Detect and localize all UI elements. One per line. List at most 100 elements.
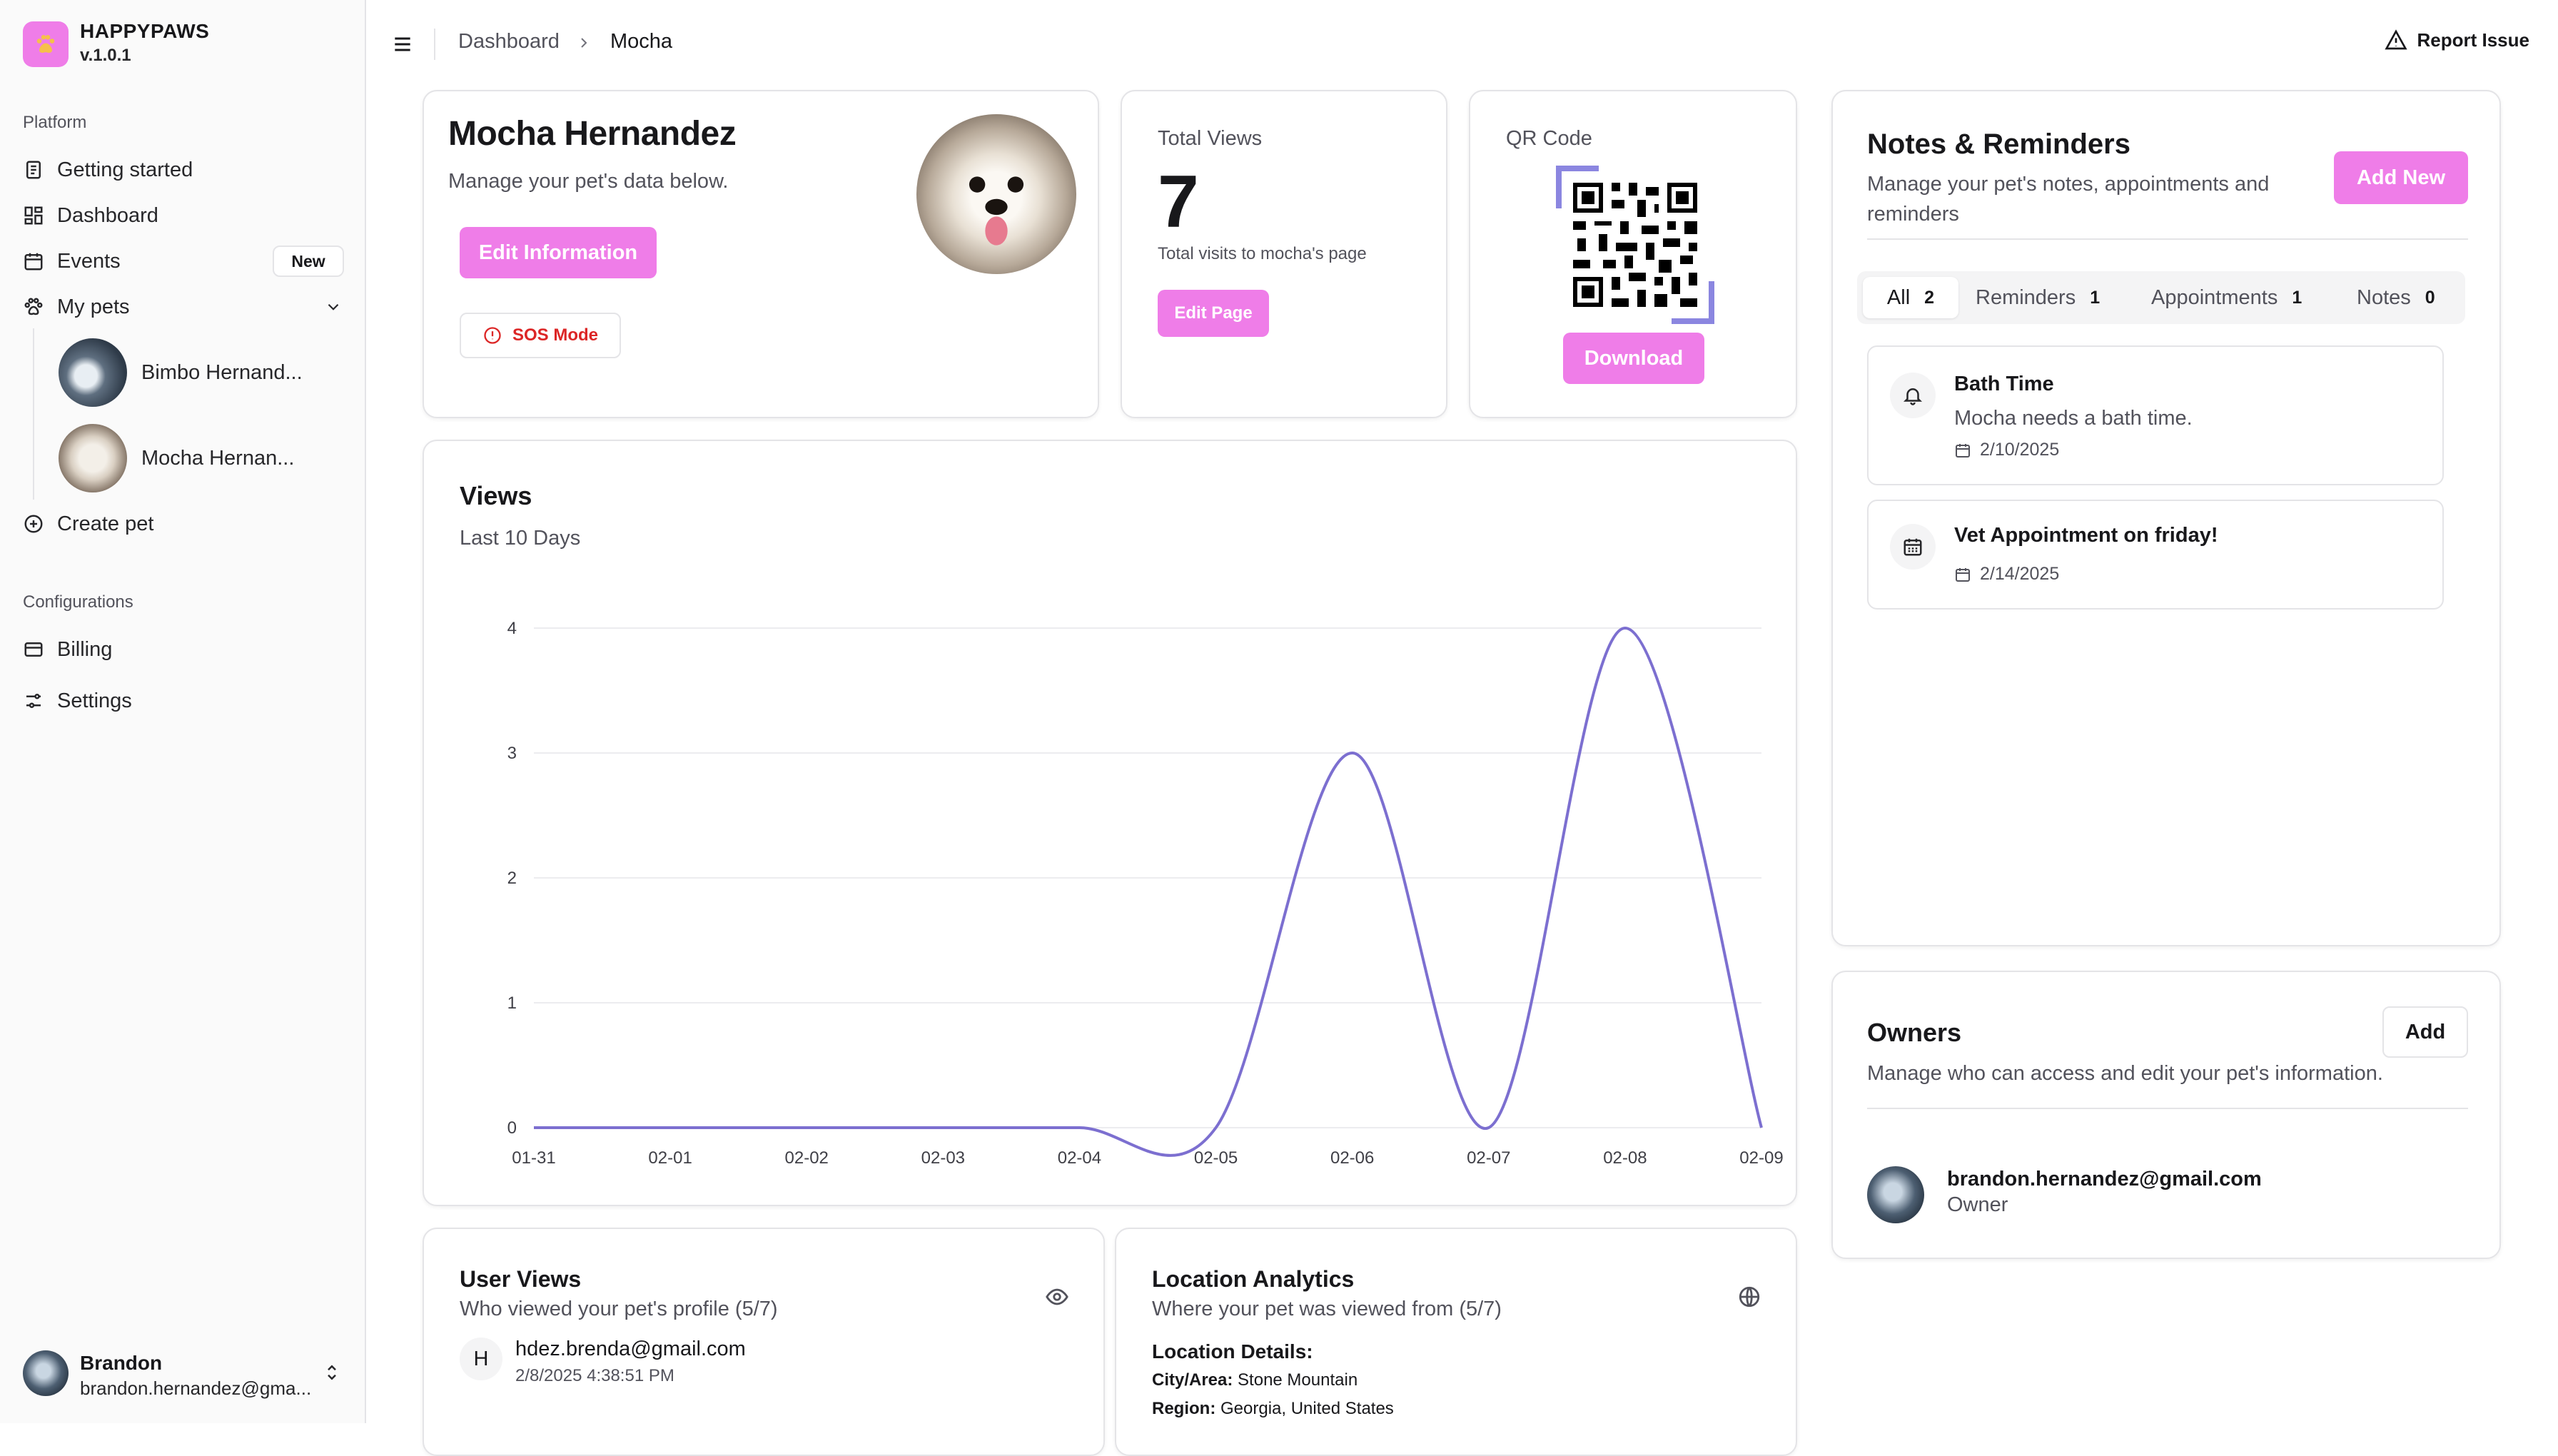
note-item[interactable]: Bath Time Mocha needs a bath time. 2/10/…: [1867, 345, 2444, 485]
city-value: Stone Mountain: [1238, 1370, 1358, 1390]
sidebar-pet-mocha[interactable]: Mocha Hernan...: [59, 424, 294, 492]
y-tick-label: 0: [507, 1118, 517, 1138]
owners-subtitle: Manage who can access and edit your pet'…: [1867, 1062, 2383, 1085]
y-tick-label: 1: [507, 994, 517, 1013]
profile-card: Mocha Hernandez Manage your pet's data b…: [423, 90, 1099, 418]
tab-count: 2: [1924, 287, 1935, 308]
edit-information-button[interactable]: Edit Information: [460, 227, 657, 278]
chevron-updown-icon[interactable]: [321, 1362, 343, 1383]
tab-reminders[interactable]: Reminders 1: [1976, 277, 2100, 318]
note-date-value: 2/10/2025: [1980, 440, 2060, 460]
chart-subtitle: Last 10 Days: [460, 527, 581, 550]
calendar-icon: [1956, 443, 1970, 457]
note-title: Bath Time: [1954, 373, 2054, 395]
tab-count: 1: [2292, 287, 2302, 308]
sidebar-item-settings[interactable]: Settings: [23, 681, 132, 721]
sos-mode-button[interactable]: SOS Mode: [460, 313, 621, 358]
x-tick-label: 02-01: [648, 1148, 692, 1168]
menu-toggle-icon[interactable]: [391, 33, 414, 56]
y-tick-label: 4: [507, 619, 517, 638]
calendar-icon: [1956, 567, 1970, 582]
note-date: 2/14/2025: [1954, 564, 2059, 585]
user-menu[interactable]: Brandon brandon.hernandez@gma...: [23, 1349, 343, 1399]
pet-avatar-bimbo: [59, 338, 127, 407]
views-line-chart[interactable]: 0 1 2 3 4 01-31 02-01 02-02 02-03 02-04 02-05 02-06…: [424, 441, 1796, 1205]
location-region-row: Region: Georgia, United States: [1152, 1399, 1394, 1419]
pet-photo: [916, 114, 1076, 274]
sidebar-pet-label: Bimbo Hernand...: [141, 360, 303, 384]
edit-page-button[interactable]: Edit Page: [1158, 290, 1269, 337]
x-tick-label: 02-07: [1467, 1148, 1510, 1168]
document-icon: [26, 161, 41, 179]
pet-name: Mocha Hernandez: [448, 115, 737, 153]
calendar-icon: [24, 253, 43, 271]
brand-logo[interactable]: [23, 21, 69, 67]
owner-avatar: [1867, 1166, 1924, 1223]
note-date: 2/10/2025: [1954, 440, 2059, 460]
x-tick-label: 02-05: [1194, 1148, 1238, 1168]
create-pet-label: Create pet: [57, 512, 154, 535]
y-tick-label: 3: [507, 744, 517, 763]
alert-circle-icon: [484, 327, 501, 344]
header-divider: [434, 29, 435, 60]
chart-title: Views: [460, 481, 532, 510]
tab-count: 1: [2090, 287, 2101, 308]
add-new-note-button[interactable]: Add New: [2334, 151, 2468, 204]
chevron-right-icon: [581, 38, 587, 48]
create-pet-button[interactable]: Create pet: [23, 504, 153, 544]
sidebar-item-label: Settings: [57, 689, 132, 712]
note-item[interactable]: Vet Appointment on friday! 2/14/2025: [1867, 500, 2444, 610]
viewer-time: 2/8/2025 4:38:51 PM: [515, 1366, 674, 1385]
sidebar-pet-bimbo[interactable]: Bimbo Hernand...: [59, 338, 303, 407]
note-description: Mocha needs a bath time.: [1954, 407, 2193, 430]
tab-appointments[interactable]: Appointments 1: [2151, 277, 2302, 318]
x-tick-label: 02-02: [785, 1148, 829, 1168]
breadcrumb-current: Mocha: [610, 30, 673, 53]
report-issue-label: Report Issue: [2417, 29, 2530, 51]
qr-code-image[interactable]: [1556, 166, 1714, 324]
eye-icon: [1046, 1288, 1068, 1305]
bell-icon: [1903, 388, 1923, 405]
user-views-title: User Views: [460, 1266, 582, 1292]
platform-label: Platform: [23, 113, 87, 132]
tab-notes[interactable]: Notes 0: [2357, 277, 2435, 318]
brand-version: v.1.0.1: [80, 46, 131, 65]
calendar-grid-icon: [1904, 538, 1922, 556]
globe-icon: [1739, 1286, 1760, 1308]
breadcrumb-dashboard[interactable]: Dashboard: [458, 30, 560, 53]
brand-name: HAPPYPAWS: [80, 20, 210, 42]
sidebar-item-events[interactable]: Events: [23, 241, 121, 281]
sidebar-item-label: Events: [57, 249, 121, 273]
x-tick-label: 02-03: [921, 1148, 965, 1168]
profile-subtitle: Manage your pet's data below.: [448, 170, 729, 193]
notes-title: Notes & Reminders: [1867, 128, 2130, 160]
viewer-initial-avatar: H: [460, 1338, 502, 1380]
tab-label: Notes: [2357, 285, 2411, 309]
add-owner-button[interactable]: Add: [2382, 1006, 2468, 1058]
tab-all[interactable]: All 2: [1863, 277, 1958, 318]
region-value: Georgia, United States: [1220, 1399, 1394, 1418]
note-title: Vet Appointment on friday!: [1954, 524, 2218, 547]
owner-email: brandon.hernandez@gmail.com: [1947, 1168, 2262, 1190]
views-series-line[interactable]: [534, 626, 1763, 1157]
y-tick-label: 2: [507, 869, 517, 888]
report-issue-button[interactable]: Report Issue: [2384, 29, 2530, 51]
tab-label: Appointments: [2151, 285, 2278, 309]
chevron-down-icon[interactable]: [324, 298, 343, 316]
download-qr-button[interactable]: Download: [1563, 333, 1704, 384]
notes-divider: [1867, 238, 2468, 240]
dog-face-icon: [969, 176, 1024, 246]
sidebar: HAPPYPAWS v.1.0.1 Platform Getting start…: [0, 0, 366, 1423]
new-badge: New: [273, 246, 344, 277]
sidebar-item-my-pets[interactable]: My pets: [23, 287, 343, 327]
views-chart-card: Views Last 10 Days 0 1 2 3 4 01-31 02-01 02-02 0…: [423, 440, 1797, 1206]
bell-icon-wrap: [1890, 373, 1936, 418]
warning-icon: [2384, 29, 2407, 50]
sidebar-item-label: My pets: [57, 295, 130, 318]
user-views-card: User Views Who viewed your pet's profile…: [423, 1228, 1105, 1456]
x-tick-label: 02-04: [1058, 1148, 1101, 1168]
tab-count: 0: [2425, 287, 2435, 308]
sidebar-item-dashboard[interactable]: Dashboard: [23, 196, 158, 236]
sidebar-item-billing[interactable]: Billing: [23, 630, 112, 669]
sidebar-item-getting-started[interactable]: Getting started: [23, 150, 193, 190]
